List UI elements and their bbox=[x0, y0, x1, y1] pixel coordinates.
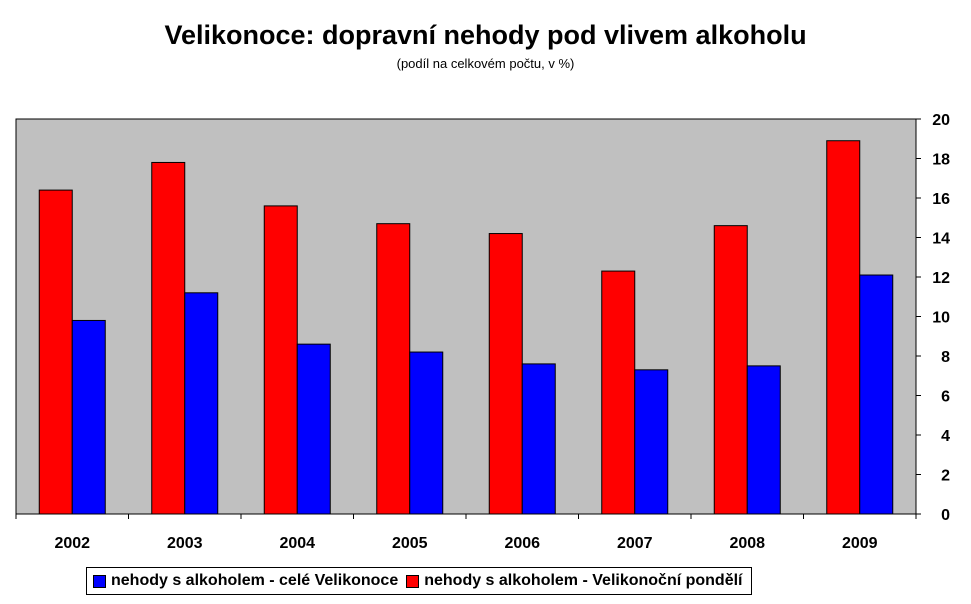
chart-title: Velikonoce: dopravní nehody pod vlivem a… bbox=[164, 20, 807, 50]
bar-pondeli-2009 bbox=[826, 140, 861, 515]
legend-label: nehody s alkoholem - celé Velikonoce bbox=[111, 572, 399, 589]
chart-subtitle: (podíl na celkovém počtu, v %) bbox=[396, 56, 575, 71]
bar-pondeli-2007 bbox=[601, 270, 636, 515]
bar-velikonoce-2005 bbox=[409, 351, 444, 515]
x-tick-label-2007: 2007 bbox=[617, 535, 653, 552]
y-tick-label: 12 bbox=[932, 270, 950, 287]
chart-legend: nehody s alkoholem - celé Velikonoce neho… bbox=[86, 567, 752, 595]
y-tick-label: 4 bbox=[941, 428, 950, 445]
y-tick-label: 10 bbox=[932, 310, 950, 327]
bar-pondeli-2005 bbox=[376, 223, 411, 515]
legend-swatch bbox=[406, 574, 420, 588]
x-tick-label-2003: 2003 bbox=[167, 535, 203, 552]
y-tick-label: 14 bbox=[932, 231, 950, 248]
bar-pondeli-2008 bbox=[713, 225, 748, 515]
bar-velikonoce-2006 bbox=[521, 363, 556, 515]
bar-pondeli-2006 bbox=[488, 233, 523, 515]
y-tick-label: 0 bbox=[941, 507, 950, 524]
x-tick-label-2002: 2002 bbox=[54, 535, 90, 552]
legend-item: nehody s alkoholem - celé Velikonoce bbox=[93, 572, 398, 590]
x-tick-label-2005: 2005 bbox=[392, 535, 428, 552]
y-tick-label: 18 bbox=[932, 152, 950, 169]
y-tick-label: 6 bbox=[941, 389, 950, 406]
x-tick-label-2008: 2008 bbox=[729, 535, 765, 552]
x-tick-label-2009: 2009 bbox=[842, 535, 878, 552]
bar-pondeli-2003 bbox=[151, 161, 186, 515]
x-tick-label-2006: 2006 bbox=[504, 535, 540, 552]
legend-label: nehody s alkoholem - Velikonoční pondělí bbox=[424, 572, 743, 589]
legend-swatch bbox=[93, 574, 106, 588]
plot-area bbox=[15, 118, 917, 515]
x-tick-label-2004: 2004 bbox=[279, 535, 315, 552]
bar-pondeli-2004 bbox=[263, 205, 298, 515]
y-tick-label: 2 bbox=[941, 468, 950, 485]
bar-velikonoce-2008 bbox=[746, 365, 781, 515]
bar-velikonoce-2009 bbox=[859, 274, 894, 515]
bar-velikonoce-2003 bbox=[184, 292, 219, 515]
bar-velikonoce-2007 bbox=[634, 369, 669, 515]
y-tick-label: 8 bbox=[941, 349, 950, 366]
legend-item: nehody s alkoholem - Velikonoční pondělí bbox=[406, 572, 743, 590]
bar-velikonoce-2002 bbox=[71, 319, 106, 515]
y-tick-label: 20 bbox=[932, 112, 950, 129]
bar-pondeli-2002 bbox=[38, 189, 73, 515]
y-tick-label: 16 bbox=[932, 191, 950, 208]
bar-velikonoce-2004 bbox=[296, 343, 331, 515]
